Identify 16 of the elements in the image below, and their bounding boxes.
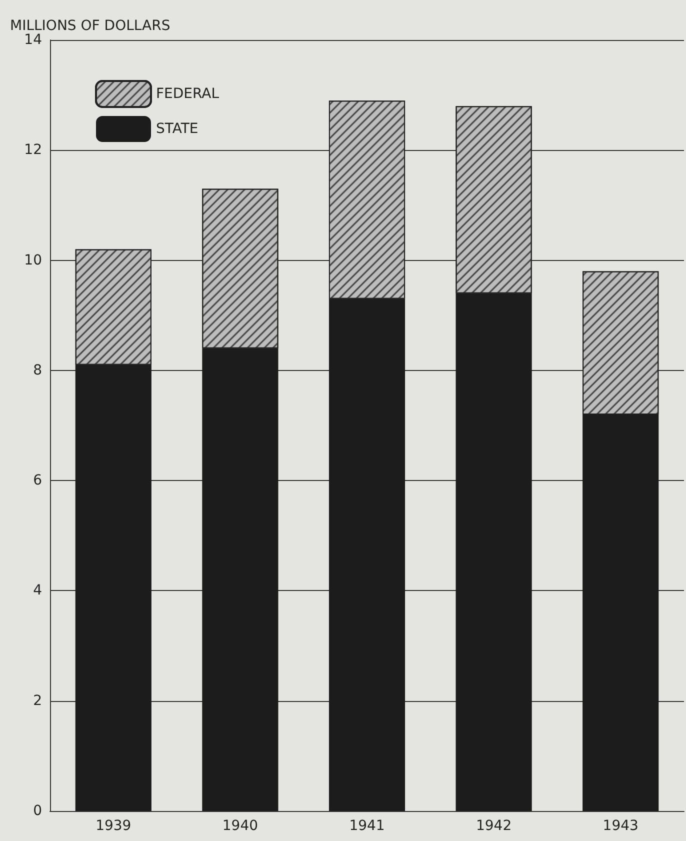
x-tick-label: 1943 xyxy=(602,818,638,834)
y-tick-label: 4 xyxy=(33,582,42,599)
x-tick-label: 1940 xyxy=(222,818,258,834)
x-tick-label: 1941 xyxy=(349,818,385,834)
y-tick-label: 0 xyxy=(33,803,42,819)
y-tick-label: 12 xyxy=(24,142,42,158)
legend-label: STATE xyxy=(156,121,198,137)
y-tick-label: 10 xyxy=(24,252,42,268)
legend-label: FEDERAL xyxy=(156,86,220,102)
y-tick-label: 2 xyxy=(33,692,42,709)
y-axis-title: MILLIONS OF DOLLARS xyxy=(10,18,170,34)
y-tick-label: 6 xyxy=(33,472,42,489)
y-tick-label: 8 xyxy=(33,362,42,378)
x-tick-label: 1939 xyxy=(96,818,132,834)
y-tick-label: 14 xyxy=(24,32,42,48)
x-tick-label: 1942 xyxy=(476,818,512,834)
